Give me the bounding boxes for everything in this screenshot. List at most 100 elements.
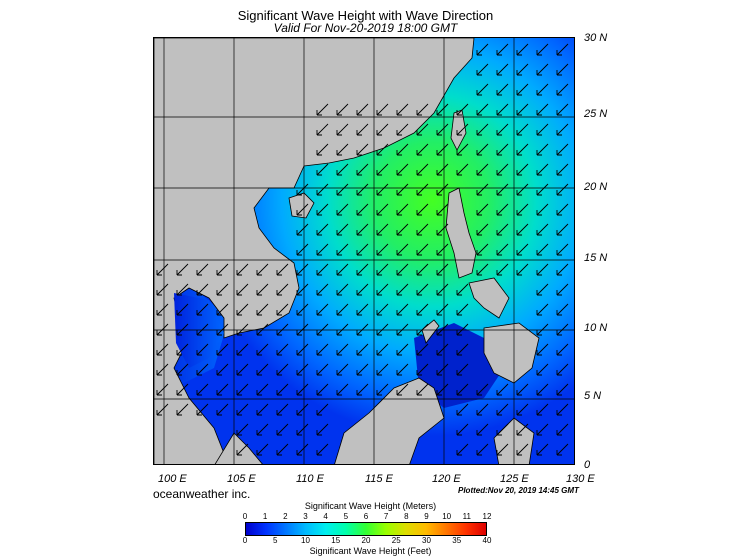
sulu-sea xyxy=(414,323,504,408)
wave-arrow xyxy=(356,383,369,396)
wave-arrow xyxy=(376,363,389,376)
wave-arrow xyxy=(416,183,429,196)
wave-arrow xyxy=(516,223,529,236)
wave-arrow xyxy=(256,443,269,456)
wave-arrow xyxy=(336,363,349,376)
wave-arrow xyxy=(196,303,209,316)
wave-arrow xyxy=(476,223,489,236)
wave-arrow xyxy=(256,283,269,296)
wave-arrow xyxy=(536,103,549,116)
wave-arrow xyxy=(496,243,509,256)
wave-arrow xyxy=(356,143,369,156)
feet-tick: 5 xyxy=(273,536,278,545)
wave-arrow xyxy=(416,163,429,176)
wave-arrow xyxy=(276,443,289,456)
luzon-island xyxy=(445,187,477,279)
wave-arrow xyxy=(536,323,549,336)
wave-arrow xyxy=(516,203,529,216)
wave-arrow xyxy=(196,383,209,396)
wave-arrow xyxy=(456,123,469,136)
wave-arrow xyxy=(456,303,469,316)
wave-arrow xyxy=(316,103,329,116)
wave-arrow xyxy=(376,263,389,276)
meter-tick: 0 xyxy=(242,512,248,521)
lon-label-100e: 100 E xyxy=(158,473,187,485)
wave-arrow xyxy=(536,263,549,276)
wave-arrow xyxy=(436,163,449,176)
wave-arrow xyxy=(556,183,569,196)
wave-arrow xyxy=(356,223,369,236)
wave-arrow xyxy=(536,43,549,56)
wave-arrow xyxy=(196,363,209,376)
meter-tick: 11 xyxy=(462,512,471,521)
wave-arrow xyxy=(556,143,569,156)
wave-arrow xyxy=(556,403,569,416)
wave-arrow xyxy=(296,383,309,396)
wave-arrow xyxy=(516,143,529,156)
wave-arrow xyxy=(296,443,309,456)
wave-arrow xyxy=(556,323,569,336)
feet-tick: 0 xyxy=(242,536,248,545)
meter-tick: 1 xyxy=(262,512,268,521)
wave-arrow xyxy=(396,243,409,256)
wave-arrow xyxy=(536,143,549,156)
wave-arrow xyxy=(436,363,449,376)
meter-tick: 8 xyxy=(404,512,409,521)
wave-arrow xyxy=(376,163,389,176)
wave-arrow xyxy=(296,363,309,376)
wave-arrow xyxy=(356,163,369,176)
wave-arrow xyxy=(356,303,369,316)
wave-arrow xyxy=(456,423,469,436)
wave-arrow xyxy=(396,203,409,216)
mindanao-island xyxy=(483,322,540,384)
lon-label-105e: 105 E xyxy=(227,473,256,485)
wave-arrow xyxy=(516,123,529,136)
wave-arrow xyxy=(496,163,509,176)
wave-arrow xyxy=(436,303,449,316)
wave-arrow xyxy=(436,243,449,256)
wave-arrow xyxy=(316,283,329,296)
wave-arrow xyxy=(236,303,249,316)
wave-arrow xyxy=(436,203,449,216)
wave-arrow xyxy=(236,263,249,276)
wave-arrow xyxy=(456,323,469,336)
wave-arrow xyxy=(536,283,549,296)
colorbar-meters-label: Significant Wave Height (Meters) xyxy=(304,501,437,511)
wave-arrow xyxy=(396,163,409,176)
wave-arrow xyxy=(536,303,549,316)
wave-arrow xyxy=(496,443,509,456)
wave-arrow xyxy=(556,443,569,456)
meter-tick: 5 xyxy=(343,512,349,521)
wave-arrow xyxy=(176,403,189,416)
wave-arrow xyxy=(536,363,549,376)
wave-arrow xyxy=(316,423,329,436)
wave-arrow xyxy=(256,403,269,416)
wave-arrow xyxy=(416,263,429,276)
wave-arrow xyxy=(376,203,389,216)
lat-label-0: 0 xyxy=(584,459,591,471)
plotted-time: Plotted:Nov 20, 2019 14:45 GMT xyxy=(458,486,579,495)
wave-arrow xyxy=(156,383,169,396)
wave-arrow xyxy=(396,343,409,356)
wave-arrow xyxy=(376,283,389,296)
wave-arrow xyxy=(276,323,289,336)
wave-arrow xyxy=(416,223,429,236)
wave-arrow xyxy=(396,123,409,136)
credit-text: oceanweather inc. xyxy=(153,487,251,501)
wave-arrow xyxy=(496,403,509,416)
lat-label-15n: 15 N xyxy=(584,252,608,264)
valid-time: Valid For Nov-20-2019 18:00 GMT xyxy=(273,21,458,35)
wave-arrow xyxy=(336,123,349,136)
wave-arrow xyxy=(416,143,429,156)
wave-arrow xyxy=(336,343,349,356)
wave-arrow xyxy=(236,443,249,456)
wave-arrow xyxy=(176,363,189,376)
wave-arrow xyxy=(356,263,369,276)
wave-arrow xyxy=(236,363,249,376)
wave-arrow xyxy=(356,283,369,296)
wave-arrow xyxy=(176,263,189,276)
wave-arrow xyxy=(336,163,349,176)
wave-arrow xyxy=(336,303,349,316)
wave-arrow xyxy=(316,123,329,136)
wave-arrow xyxy=(176,323,189,336)
